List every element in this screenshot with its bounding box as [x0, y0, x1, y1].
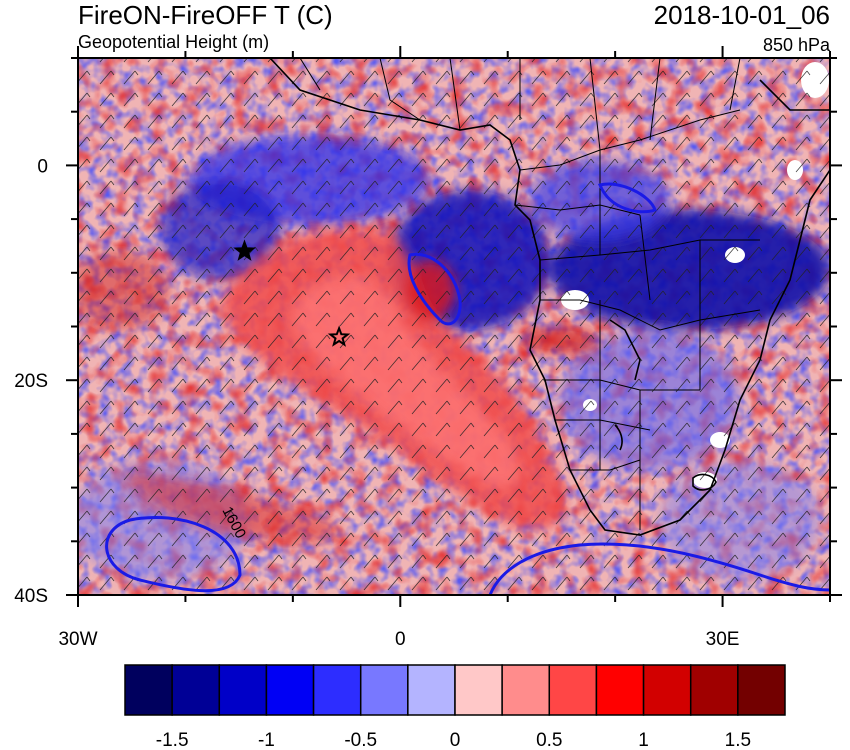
geopotential-contours: [105, 182, 830, 595]
colorbar-swatch: [218, 664, 268, 716]
filled-star-marker: [233, 239, 256, 261]
colorbar-swatch: [265, 664, 315, 716]
colorbar-label: 0: [450, 730, 461, 750]
x-tick-label: 30E: [706, 629, 740, 650]
colorbar-swatch: [407, 664, 456, 716]
colorbar-swatch: [171, 664, 221, 716]
colorbar-swatch: [737, 664, 786, 716]
colorbar-swatch: [689, 664, 739, 716]
figure-title: FireON-FireOFF T (C): [78, 0, 333, 30]
colorbar-swatch: [359, 664, 409, 716]
y-tick-label: 20S: [14, 371, 48, 392]
wind-barbs: [78, 58, 830, 595]
pressure-level-label: 850 hPa: [763, 35, 831, 55]
x-tick-label: 30W: [58, 629, 97, 650]
colorbar-swatch: [548, 664, 598, 716]
figure-subtitle: Geopotential Height (m): [78, 32, 269, 52]
colorbar-swatch: [642, 664, 692, 716]
map-panel: 1600: [78, 58, 830, 595]
colorbar-label: -0.5: [344, 730, 377, 750]
open-star-marker: [327, 325, 351, 347]
colorbar-label: 1.5: [725, 730, 751, 750]
colorbar: -1.5 -1 -0.5 0 0.5 1 1.5: [124, 664, 786, 750]
y-tick-label: 40S: [14, 586, 48, 607]
colorbar-swatch: [124, 664, 173, 716]
markers: [233, 239, 351, 347]
colorbar-swatch: [312, 664, 362, 716]
x-tick-label: 0: [395, 629, 406, 650]
country-borders: [299, 58, 761, 530]
axis-labels: 30W 0 30E 0 20S 40S: [14, 156, 739, 650]
colorbar-label: 1: [638, 730, 649, 750]
axis-ticks: [66, 46, 842, 607]
colorbar-label: -1.5: [156, 730, 189, 750]
colorbar-swatch: [501, 664, 551, 716]
colorbar-swatch: [454, 664, 503, 716]
colorbar-label: 0.5: [536, 730, 562, 750]
y-tick-label: 0: [37, 156, 48, 177]
colorbar-label: -1: [258, 730, 275, 750]
datetime-label: 2018-10-01_06: [654, 0, 830, 30]
colorbar-swatch: [595, 664, 645, 716]
